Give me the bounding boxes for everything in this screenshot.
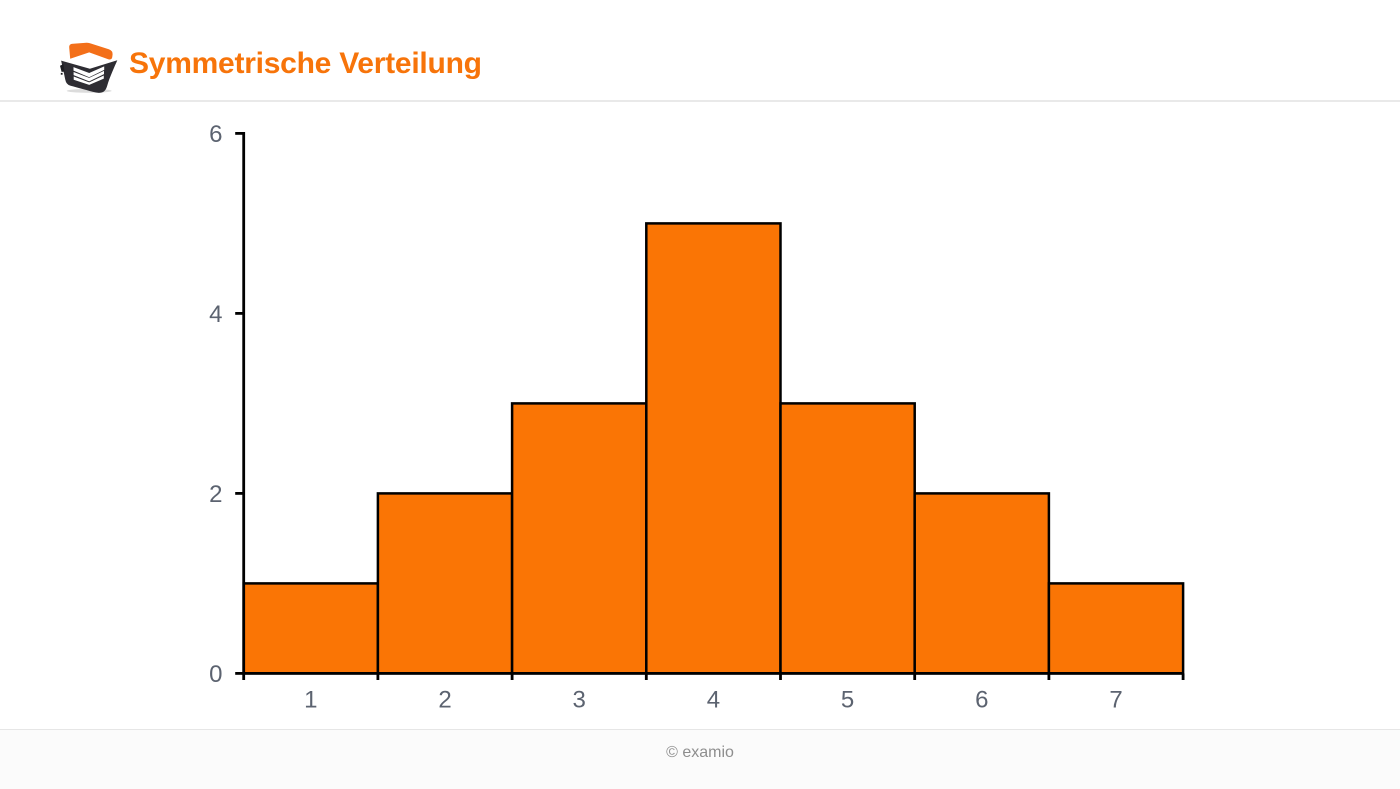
svg-text:1: 1 [304, 687, 317, 714]
svg-text:3: 3 [573, 687, 586, 714]
svg-text:0: 0 [209, 661, 222, 688]
svg-text:6: 6 [209, 121, 222, 148]
svg-text:4: 4 [209, 301, 222, 328]
svg-text:2: 2 [438, 687, 451, 714]
svg-text:7: 7 [1109, 687, 1122, 714]
svg-text:4: 4 [707, 687, 720, 714]
svg-text:5: 5 [841, 687, 854, 714]
svg-text:6: 6 [975, 687, 988, 714]
svg-text:2: 2 [209, 481, 222, 508]
